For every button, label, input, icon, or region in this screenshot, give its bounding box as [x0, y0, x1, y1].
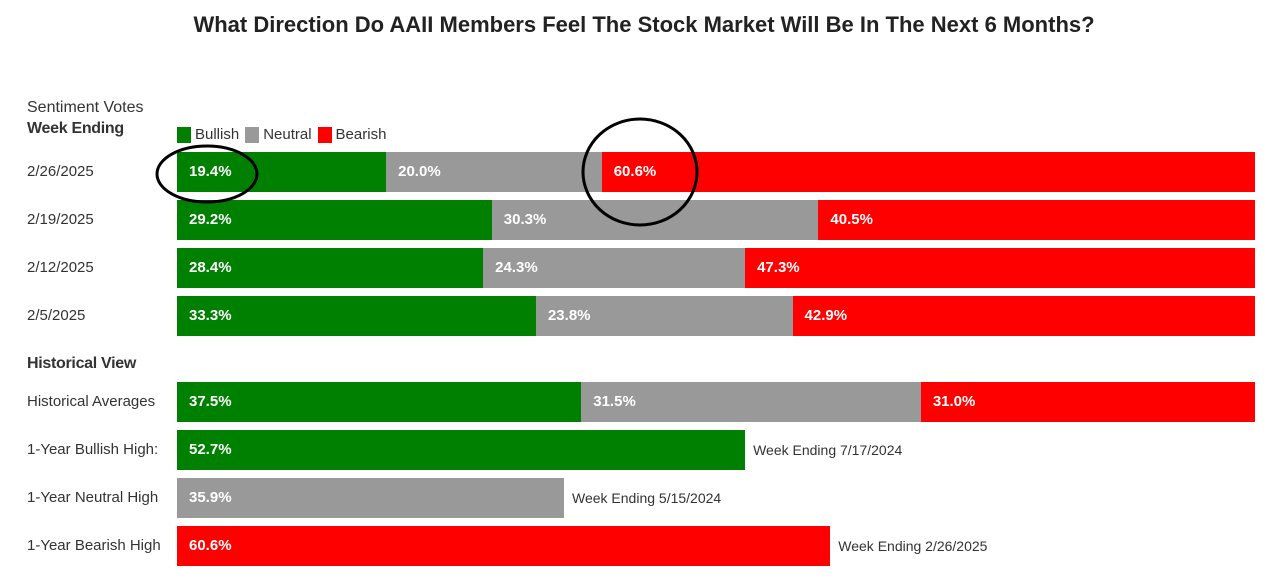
data-label: 42.9%: [804, 307, 848, 324]
bar-note: Week Ending 5/15/2024: [572, 490, 722, 506]
row-label: 1-Year Bearish High: [27, 537, 161, 554]
data-label: 40.5%: [830, 211, 873, 228]
row-label: 1-Year Bullish High:: [27, 441, 159, 458]
legend-swatch-bearish: [317, 126, 332, 143]
data-label: 30.3%: [503, 211, 547, 228]
data-label: 47.3%: [757, 259, 800, 276]
bar-bearish: 42.9%: [792, 296, 1255, 336]
legend-label: Neutral: [263, 126, 312, 143]
row-label: 2/12/2025: [27, 259, 94, 276]
bar-note: Week Ending 7/17/2024: [753, 442, 903, 458]
row-label: Historical Averages: [27, 393, 156, 410]
data-label: 60.6%: [189, 537, 232, 554]
bar-bearish: 60.6%: [177, 526, 831, 566]
data-label: 60.6%: [613, 163, 657, 180]
legend-item-bullish: Bullish: [177, 126, 239, 143]
legend-title: Sentiment Votes: [27, 99, 144, 116]
data-label: 24.3%: [495, 259, 538, 276]
section-week-ending: Week Ending: [27, 120, 124, 137]
bar-bearish: 60.6%: [601, 152, 1255, 192]
data-label: 28.4%: [189, 259, 232, 276]
data-label: 29.2%: [189, 211, 232, 228]
bar-neutral: 23.8%: [535, 296, 793, 336]
row-label: 2/5/2025: [27, 307, 86, 324]
legend: Bullish Neutral Bearish: [177, 126, 392, 143]
bar-neutral: 20.0%: [386, 152, 602, 192]
row-label: 1-Year Neutral High: [27, 489, 159, 506]
legend-swatch-neutral: [245, 126, 260, 143]
legend-item-bearish: Bearish: [317, 126, 387, 143]
legend-swatch-bullish: [177, 126, 191, 143]
bar-bullish: 37.5%: [177, 382, 582, 422]
legend-label: Bearish: [335, 126, 387, 143]
bar-bearish: 40.5%: [818, 200, 1255, 240]
bar-bearish: 31.0%: [920, 382, 1255, 422]
bar-bearish: 47.3%: [745, 248, 1255, 288]
bar-neutral: 35.9%: [177, 478, 564, 518]
data-label: 52.7%: [189, 441, 232, 458]
row-label: 2/26/2025: [27, 163, 94, 180]
data-label: 37.5%: [189, 393, 232, 410]
bar-bullish: 28.4%: [177, 248, 484, 288]
bar-bullish: 52.7%: [177, 430, 746, 470]
bar-bullish: 19.4%: [177, 152, 387, 192]
data-label: 33.3%: [189, 307, 232, 324]
legend-item-neutral: Neutral: [245, 126, 312, 143]
bar-neutral: 30.3%: [491, 200, 819, 240]
bar-neutral: 24.3%: [483, 248, 746, 288]
data-label: 35.9%: [189, 489, 232, 506]
data-label: 20.0%: [398, 163, 441, 180]
bar-note: Week Ending 2/26/2025: [838, 538, 988, 554]
data-label: 19.4%: [189, 163, 232, 180]
bar-bullish: 29.2%: [177, 200, 492, 240]
row-label: 2/19/2025: [27, 211, 94, 228]
data-label: 31.5%: [593, 393, 636, 410]
legend-label: Bullish: [195, 126, 240, 143]
section-historical-view: Historical View: [27, 355, 137, 372]
bar-bullish: 33.3%: [177, 296, 536, 336]
data-label: 31.0%: [932, 393, 976, 410]
chart-title: What Direction Do AAII Members Feel The …: [193, 12, 1095, 37]
bar-neutral: 31.5%: [581, 382, 921, 422]
data-label: 23.8%: [547, 307, 591, 324]
